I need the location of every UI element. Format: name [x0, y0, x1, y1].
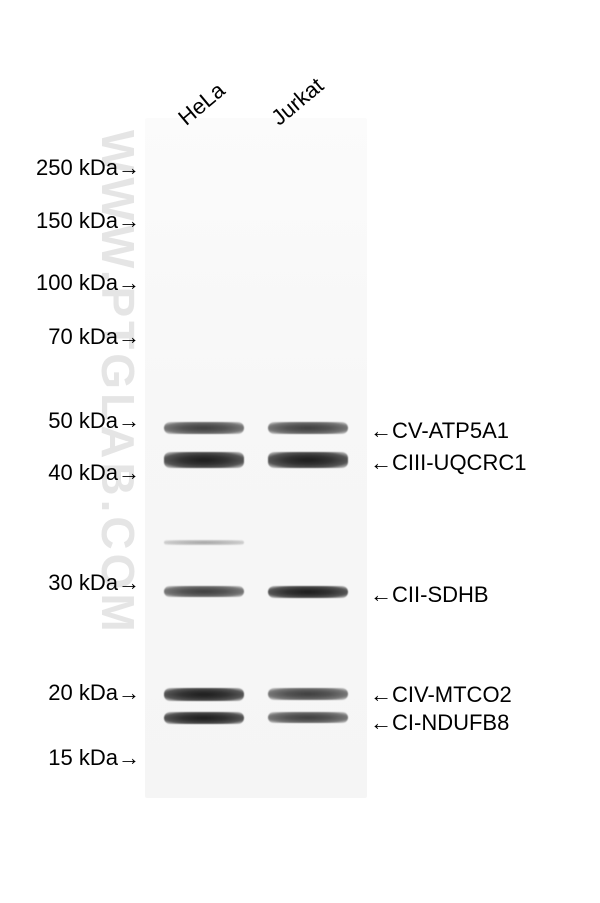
mw-marker-text: 150 kDa — [36, 208, 118, 233]
mw-marker-2: 100 kDa→ — [36, 270, 140, 296]
arrow-right-icon: → — [118, 680, 140, 706]
mw-marker-text: 40 kDa — [48, 460, 118, 485]
western-blot-figure: WWW.PTGLAB.COM HeLaJurkat 250 kDa→150 kD… — [0, 0, 600, 903]
mw-marker-8: 15 kDa→ — [48, 745, 140, 771]
protein-band — [164, 540, 244, 545]
band-label-4: ←CI-NDUFB8 — [370, 710, 509, 736]
arrow-right-icon: → — [118, 324, 140, 350]
mw-marker-text: 15 kDa — [48, 745, 118, 770]
protein-band — [268, 586, 348, 598]
arrow-right-icon: → — [118, 570, 140, 596]
protein-band — [268, 422, 348, 434]
mw-marker-text: 20 kDa — [48, 680, 118, 705]
band-label-axis: ←CV-ATP5A1←CIII-UQCRC1←CII-SDHB←CIV-MTCO… — [370, 0, 600, 903]
arrow-left-icon: ← — [370, 682, 392, 708]
arrow-left-icon: ← — [370, 418, 392, 444]
protein-band — [164, 422, 244, 434]
arrow-right-icon: → — [118, 270, 140, 296]
arrow-left-icon: ← — [370, 450, 392, 476]
mw-marker-text: 30 kDa — [48, 570, 118, 595]
mw-marker-4: 50 kDa→ — [48, 408, 140, 434]
arrow-left-icon: ← — [370, 710, 392, 736]
band-label-text: CII-SDHB — [392, 582, 489, 607]
arrow-right-icon: → — [118, 208, 140, 234]
mw-marker-1: 150 kDa→ — [36, 208, 140, 234]
mw-marker-6: 30 kDa→ — [48, 570, 140, 596]
band-label-0: ←CV-ATP5A1 — [370, 418, 509, 444]
protein-band — [268, 688, 348, 700]
mw-marker-text: 100 kDa — [36, 270, 118, 295]
protein-band — [164, 712, 244, 724]
protein-band — [268, 712, 348, 723]
protein-band — [164, 688, 244, 701]
band-label-1: ←CIII-UQCRC1 — [370, 450, 526, 476]
band-label-2: ←CII-SDHB — [370, 582, 489, 608]
arrow-right-icon: → — [118, 155, 140, 181]
protein-band — [268, 452, 348, 468]
mw-marker-text: 70 kDa — [48, 324, 118, 349]
protein-band — [164, 452, 244, 468]
mw-marker-7: 20 kDa→ — [48, 680, 140, 706]
arrow-left-icon: ← — [370, 582, 392, 608]
band-label-text: CV-ATP5A1 — [392, 418, 509, 443]
band-label-text: CIII-UQCRC1 — [392, 450, 526, 475]
mw-marker-text: 50 kDa — [48, 408, 118, 433]
mw-marker-5: 40 kDa→ — [48, 460, 140, 486]
band-label-text: CI-NDUFB8 — [392, 710, 509, 735]
mw-marker-text: 250 kDa — [36, 155, 118, 180]
arrow-right-icon: → — [118, 745, 140, 771]
arrow-right-icon: → — [118, 460, 140, 486]
band-label-text: CIV-MTCO2 — [392, 682, 512, 707]
band-label-3: ←CIV-MTCO2 — [370, 682, 512, 708]
molecular-weight-axis: 250 kDa→150 kDa→100 kDa→70 kDa→50 kDa→40… — [0, 0, 140, 903]
mw-marker-0: 250 kDa→ — [36, 155, 140, 181]
arrow-right-icon: → — [118, 408, 140, 434]
protein-band — [164, 586, 244, 597]
mw-marker-3: 70 kDa→ — [48, 324, 140, 350]
